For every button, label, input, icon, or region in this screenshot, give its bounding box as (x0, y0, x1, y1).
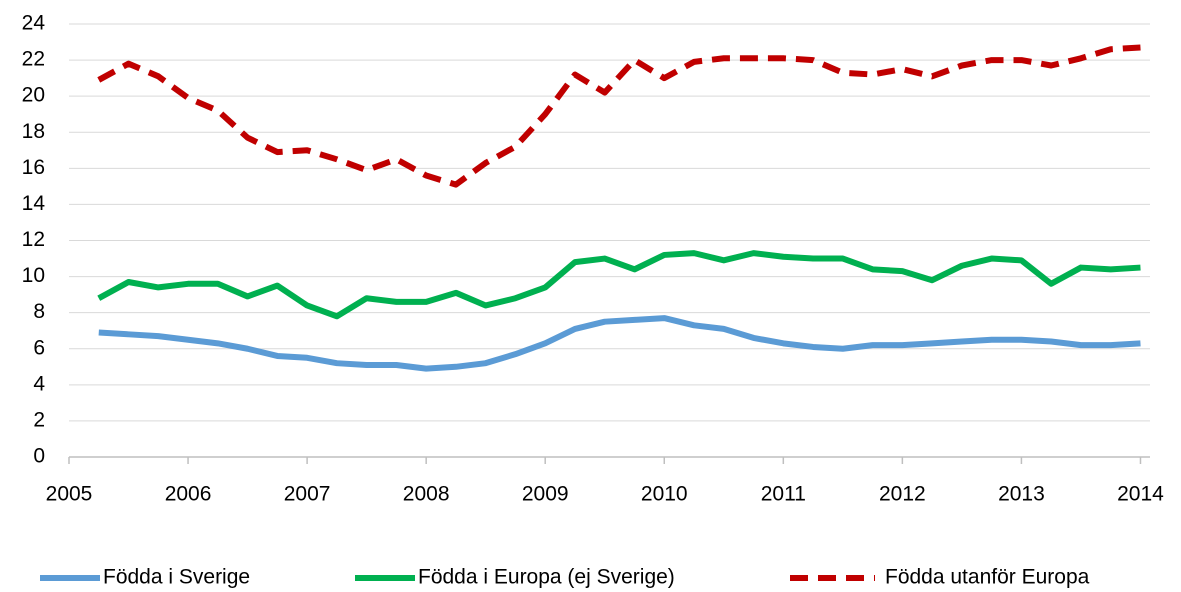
x-tick-label: 2010 (641, 483, 688, 506)
y-tick-label: 20 (22, 84, 45, 107)
y-tick-label: 10 (22, 264, 45, 287)
legend-label: Födda utanför Europa (885, 566, 1090, 589)
series-line (98, 315, 1141, 372)
y-tick-label: 24 (22, 12, 46, 35)
y-tick-label: 4 (33, 372, 45, 395)
x-tick-label: 2012 (879, 483, 926, 506)
y-tick-label: 8 (33, 300, 45, 323)
x-tick-label: 2009 (522, 483, 569, 506)
x-tick-label: 2008 (403, 483, 450, 506)
legend-label: Födda i Sverige (103, 566, 250, 589)
x-tick-label: 2007 (284, 483, 331, 506)
x-tick-label: 2006 (165, 483, 212, 506)
legend-label: Födda i Europa (ej Sverige) (418, 566, 675, 589)
x-tick-label: 2014 (1117, 483, 1164, 506)
x-tick-label: 2013 (998, 483, 1045, 506)
series-line (97, 44, 1141, 188)
y-tick-label: 0 (33, 445, 45, 468)
y-tick-label: 12 (22, 228, 45, 251)
x-tick-label: 2005 (46, 483, 93, 506)
y-tick-label: 14 (22, 192, 46, 215)
series-line (97, 250, 1141, 320)
y-tick-label: 6 (33, 336, 45, 359)
x-tick-label: 2011 (761, 483, 806, 506)
y-tick-label: 22 (22, 48, 45, 71)
y-tick-label: 18 (22, 120, 45, 143)
y-tick-label: 16 (22, 156, 45, 179)
y-tick-label: 2 (33, 408, 45, 431)
